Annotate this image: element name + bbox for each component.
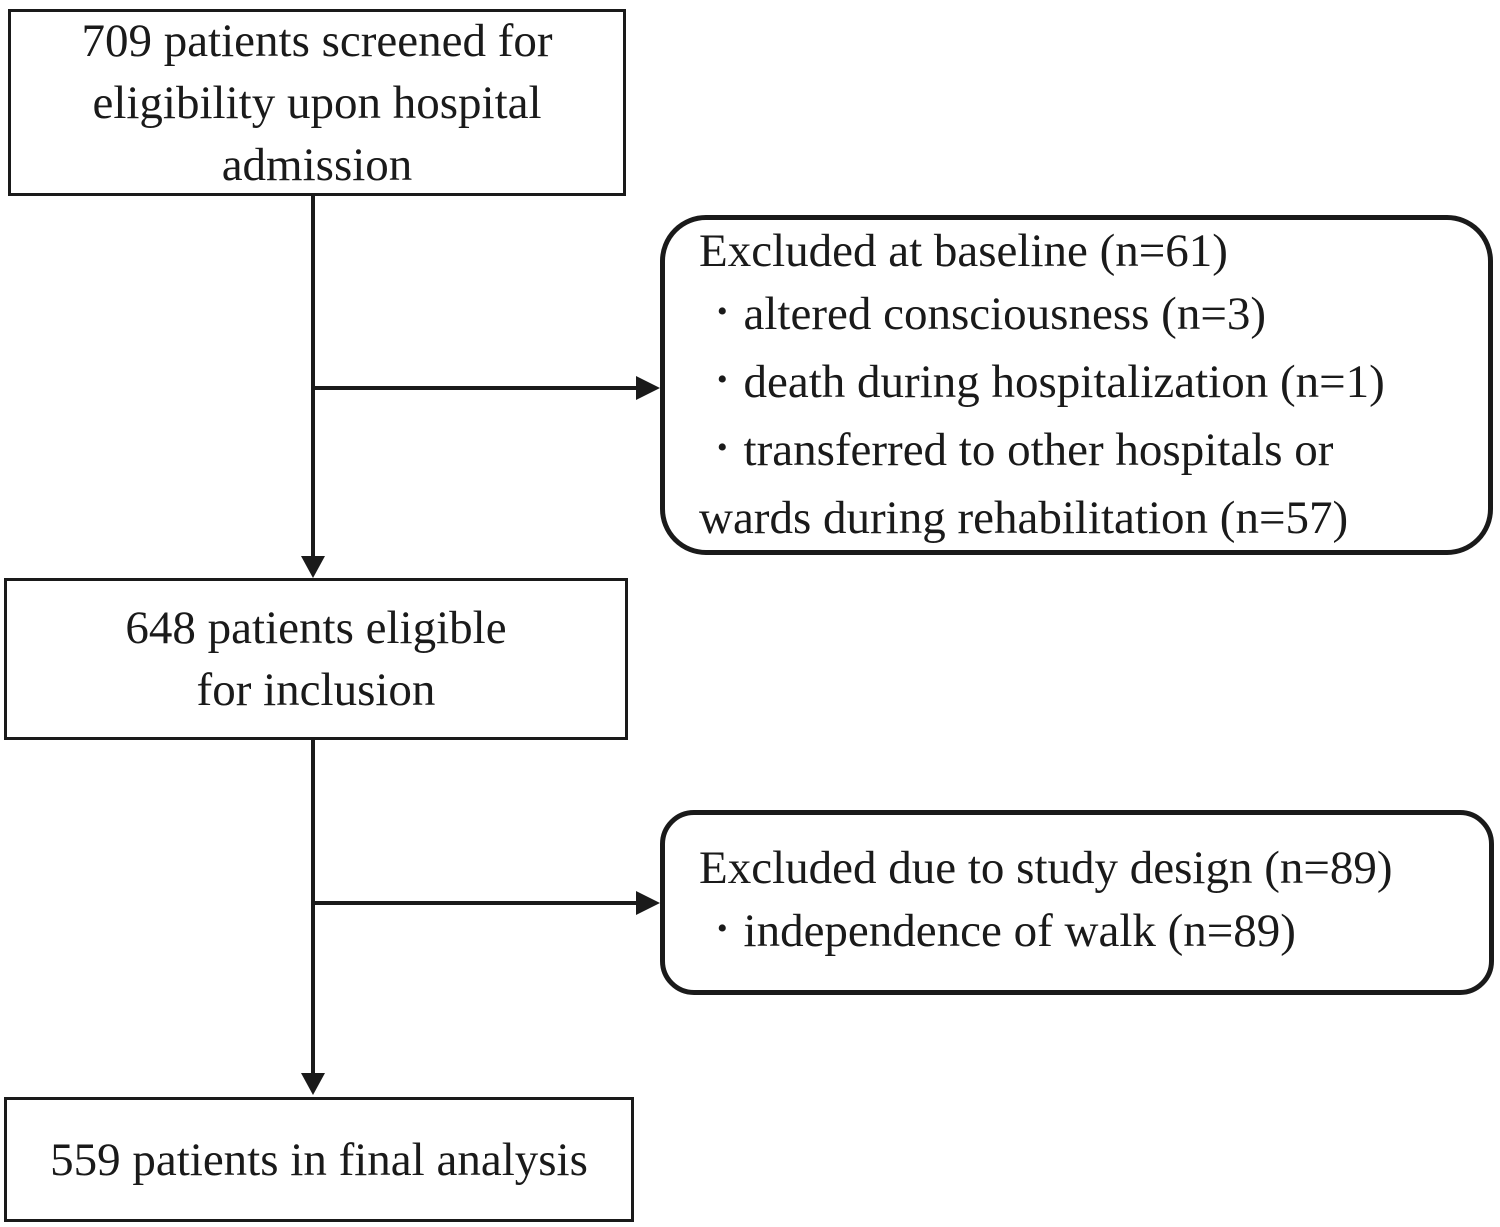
excluded-baseline-item-2: • death during hospitalization (n=1) bbox=[699, 351, 1476, 419]
box-eligible: 648 patients eligible for inclusion bbox=[4, 578, 628, 740]
box-eligible-line-2: for inclusion bbox=[196, 664, 436, 716]
box-excluded-design: Excluded due to study design (n=89) • ind… bbox=[660, 810, 1494, 995]
excluded-design-title: Excluded due to study design (n=89) bbox=[699, 842, 1393, 894]
box-excluded-baseline: Excluded at baseline (n=61) • altered con… bbox=[660, 215, 1493, 555]
box-final-analysis: 559 patients in final analysis bbox=[4, 1097, 634, 1222]
bullet-icon: • bbox=[717, 363, 728, 396]
connector-screened-to-eligible bbox=[311, 196, 315, 556]
arrowhead-right-to-excluded-design-icon bbox=[636, 891, 660, 915]
arrowhead-right-to-excluded-baseline-icon bbox=[636, 376, 660, 400]
box-screened-line-3: admission bbox=[221, 138, 413, 191]
excluded-baseline-item-3-continuation: wards during rehabilitation (n=57) bbox=[699, 492, 1349, 544]
box-final-analysis-line-1: 559 patients in final analysis bbox=[50, 1133, 588, 1186]
excluded-baseline-item-3: • transferred to other hospitals or bbox=[699, 419, 1476, 487]
excluded-baseline-item-1: • altered consciousness (n=3) bbox=[699, 283, 1476, 351]
connector-eligible-to-final bbox=[311, 740, 315, 1073]
connector-branch-excluded-design bbox=[313, 901, 636, 905]
connector-branch-excluded-baseline bbox=[313, 386, 636, 390]
excluded-design-item-1: • independence of walk (n=89) bbox=[699, 900, 1477, 968]
arrowhead-down-to-final-icon bbox=[301, 1073, 325, 1095]
excluded-baseline-item-2-text: death during hospitalization (n=1) bbox=[743, 356, 1385, 408]
excluded-baseline-item-3-text: transferred to other hospitals or bbox=[743, 424, 1334, 476]
bullet-icon: • bbox=[717, 295, 728, 328]
bullet-icon: • bbox=[717, 431, 728, 464]
excluded-baseline-title: Excluded at baseline (n=61) bbox=[699, 225, 1228, 277]
box-screened-line-1: 709 patients screened for bbox=[81, 14, 553, 67]
excluded-design-item-1-text: independence of walk (n=89) bbox=[743, 905, 1296, 957]
box-eligible-line-1: 648 patients eligible bbox=[125, 602, 507, 654]
box-screened-line-2: eligibility upon hospital bbox=[92, 76, 542, 129]
bullet-icon: • bbox=[717, 912, 728, 945]
box-screened: 709 patients screened for eligibility up… bbox=[8, 9, 626, 196]
arrowhead-down-to-eligible-icon bbox=[301, 556, 325, 578]
excluded-baseline-item-1-text: altered consciousness (n=3) bbox=[743, 288, 1266, 340]
